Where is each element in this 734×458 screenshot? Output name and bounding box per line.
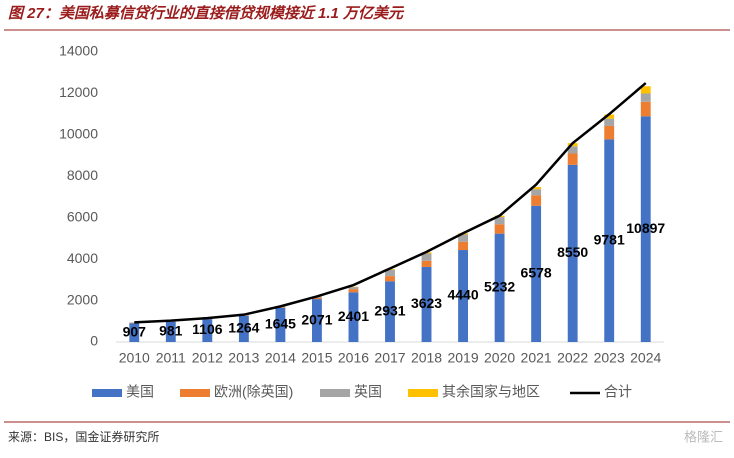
legend-swatch <box>180 389 210 397</box>
legend-label: 美国 <box>126 384 154 400</box>
bar-segment <box>458 242 468 250</box>
value-label: 981 <box>159 323 183 339</box>
bar-segment <box>568 154 578 165</box>
x-tick-label: 2014 <box>265 350 296 366</box>
bar-segment <box>531 195 541 205</box>
x-tick-label: 2019 <box>447 350 478 366</box>
legend-label: 其余国家与地区 <box>442 384 540 400</box>
y-tick-label: 14000 <box>59 43 98 59</box>
value-label: 4440 <box>447 287 478 303</box>
y-tick-label: 4000 <box>67 250 98 266</box>
bar-segment <box>422 261 432 267</box>
bar-segment <box>604 119 614 126</box>
x-tick-label: 2022 <box>557 350 588 366</box>
bar-segment <box>604 126 614 139</box>
x-tick-label: 2016 <box>338 350 369 366</box>
x-tick-label: 2020 <box>484 350 515 366</box>
chart-title: 图 27：美国私募信贷行业的直接借贷规模接近 1.1 万亿美元 <box>8 4 405 22</box>
legend-label: 英国 <box>354 384 382 400</box>
watermark: 格隆汇 <box>684 429 723 444</box>
y-tick-label: 8000 <box>67 167 98 183</box>
bar-segment <box>349 289 359 292</box>
x-tick-label: 2010 <box>119 350 150 366</box>
value-label: 6578 <box>521 265 552 281</box>
value-label: 2071 <box>301 311 332 327</box>
x-tick-label: 2013 <box>228 350 259 366</box>
x-tick-label: 2015 <box>301 350 332 366</box>
legend-label: 合计 <box>604 384 632 400</box>
y-tick-label: 2000 <box>67 291 98 307</box>
x-tick-label: 2012 <box>192 350 223 366</box>
y-tick-label: 12000 <box>59 84 98 100</box>
x-tick-label: 2018 <box>411 350 442 366</box>
value-label: 2931 <box>374 302 405 318</box>
x-tick-label: 2021 <box>521 350 552 366</box>
source: 来源：BIS，国金证券研究所 <box>8 429 159 444</box>
value-label: 907 <box>123 323 147 339</box>
bar-segment <box>641 102 651 117</box>
value-label: 3623 <box>411 295 442 311</box>
x-tick-label: 2017 <box>374 350 405 366</box>
legend-label: 欧洲(除英国) <box>214 384 293 400</box>
x-tick-label: 2023 <box>594 350 625 366</box>
y-tick-label: 6000 <box>67 208 98 224</box>
x-tick-label: 2024 <box>630 350 661 366</box>
y-tick-label: 0 <box>90 333 98 349</box>
x-tick-label: 2011 <box>156 350 186 366</box>
value-label: 2401 <box>338 308 369 324</box>
bar-segment <box>531 189 541 195</box>
bar-segment <box>641 93 651 101</box>
legend-swatch <box>320 389 350 397</box>
value-label: 9781 <box>594 231 625 247</box>
value-label: 1264 <box>228 320 259 336</box>
value-label: 10897 <box>626 220 665 236</box>
value-label: 8550 <box>557 244 588 260</box>
bar-segment <box>495 224 505 233</box>
y-tick-label: 10000 <box>59 126 98 142</box>
value-label: 1645 <box>265 316 296 332</box>
value-label: 5232 <box>484 279 515 295</box>
legend-swatch <box>408 389 438 397</box>
value-label: 1106 <box>192 321 223 337</box>
bar-segment <box>385 276 395 281</box>
legend-swatch <box>92 389 122 397</box>
